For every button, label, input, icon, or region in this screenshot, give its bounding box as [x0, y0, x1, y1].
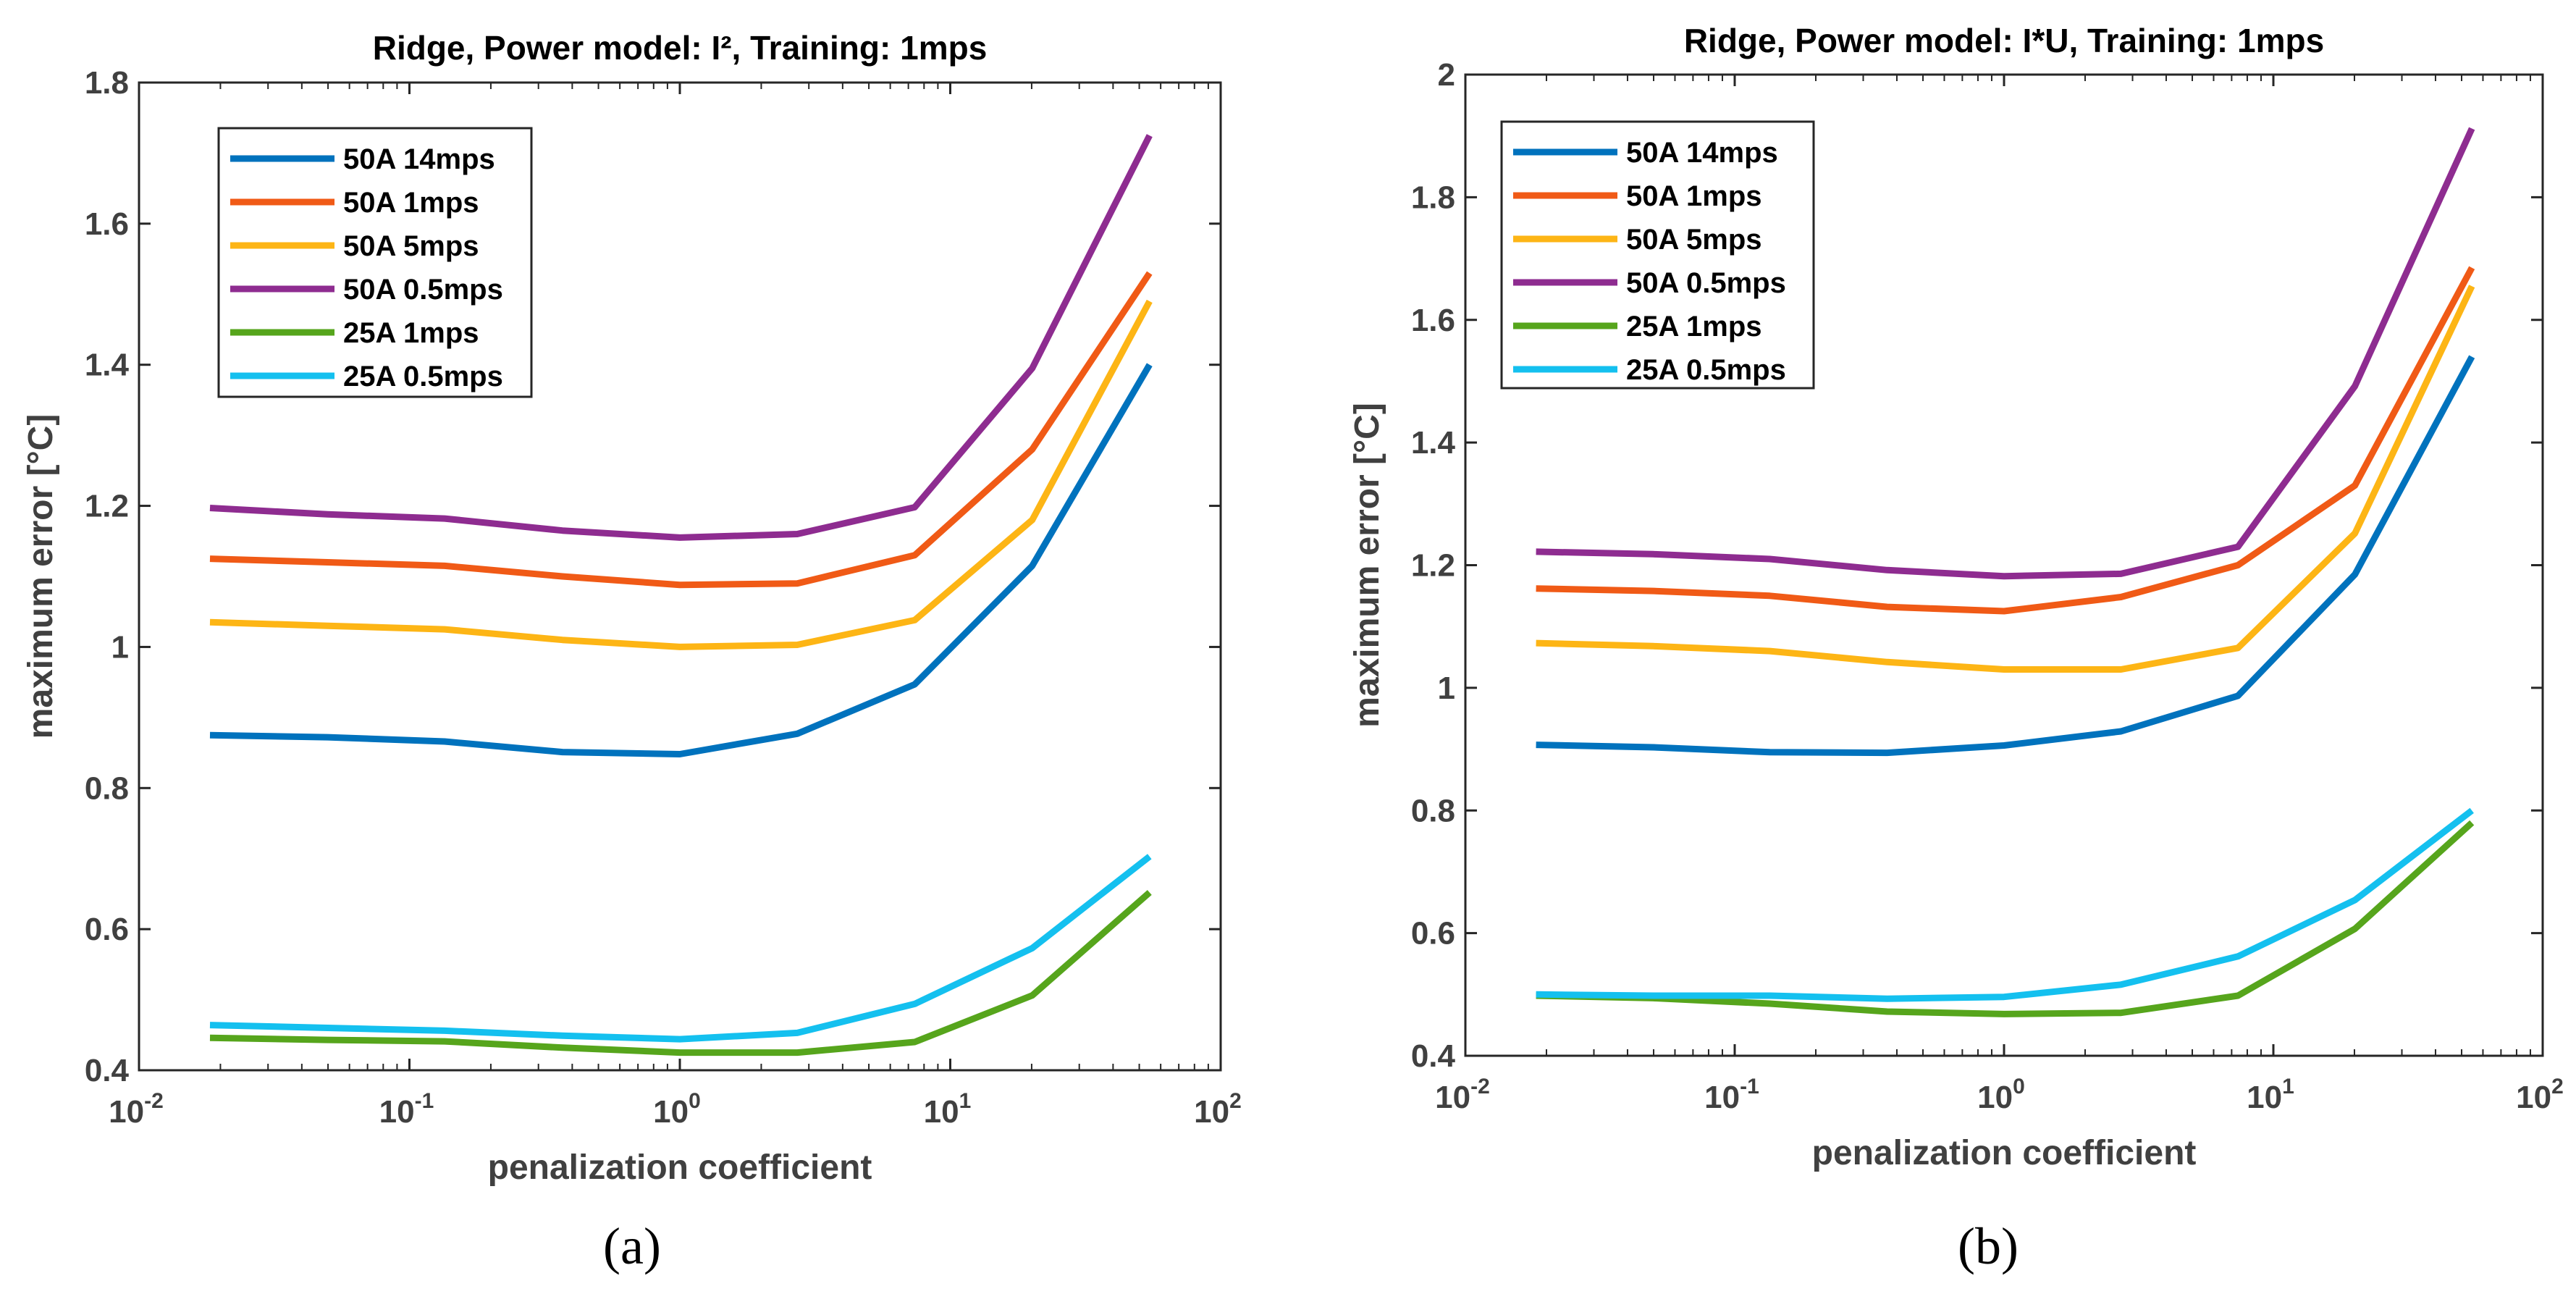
- y-tick-label: 1.2: [1411, 548, 1455, 584]
- series-line-25a-0-5mps: [1536, 807, 2474, 1002]
- legend-label: 25A 0.5mps: [1626, 354, 1786, 386]
- y-tick-label: 0.4: [85, 1053, 130, 1088]
- y-axis-label: maximum error [°C]: [22, 414, 60, 739]
- legend-box: [1500, 120, 1815, 390]
- chart-panel-b: 0.4 0.6 0.8 1 1.2 1.4 1.6 1.8 2 10-2 10-1 100 101 102…: [1348, 22, 2564, 1275]
- y-tick-label: 1.4: [1411, 425, 1456, 461]
- x-tick-label: 10-2: [109, 1089, 164, 1130]
- legend-label: 25A 1mps: [343, 317, 479, 349]
- legend-label: 50A 1mps: [343, 187, 479, 219]
- legend-label: 50A 0.5mps: [1626, 267, 1786, 299]
- legend-label: 50A 5mps: [1626, 224, 1762, 256]
- series-line-25a-1mps: [1536, 820, 2475, 1017]
- series-line-50a-5mps: [1536, 285, 2475, 673]
- series-line-25a-1mps: [209, 890, 1152, 1056]
- y-tick-label: 1.6: [85, 206, 129, 242]
- series-line-50a-14mps: [209, 363, 1153, 757]
- series-line-50a-1mps: [1536, 266, 2475, 615]
- series-line-25a-0-5mps: [209, 854, 1152, 1043]
- legend-label: 50A 0.5mps: [343, 274, 503, 306]
- x-tick-label: 101: [2247, 1075, 2294, 1115]
- y-tick-label: 0.8: [1411, 793, 1455, 828]
- series-line-50a-1mps: [209, 271, 1153, 589]
- legend-label: 50A 14mps: [1626, 137, 1778, 169]
- y-tick-label: 1: [111, 629, 129, 665]
- legend: 50A 14mps 50A 1mps 50A 5mps 50A 0.5mps 25A 1…: [217, 127, 533, 398]
- legend-label: 50A 1mps: [1626, 180, 1762, 212]
- x-tick-label: 100: [653, 1089, 701, 1130]
- legend-label: 25A 1mps: [1626, 311, 1762, 343]
- x-tick-label: 101: [924, 1089, 972, 1130]
- x-tick-label: 102: [2516, 1075, 2564, 1115]
- y-tick-label: 1.8: [1411, 180, 1455, 215]
- y-tick-label: 0.8: [85, 770, 129, 806]
- y-axis-label: maximum error [°C]: [1348, 403, 1386, 728]
- legend: 50A 14mps 50A 1mps 50A 5mps 50A 0.5mps 25A 1…: [1500, 120, 1815, 390]
- chart-title: Ridge, Power model: I*U, Training: 1mps: [1684, 22, 2324, 59]
- y-tick-label: 1.4: [85, 348, 130, 383]
- panel-caption: (b): [1958, 1217, 2019, 1275]
- legend-box: [217, 127, 533, 398]
- x-tick-label: 10-1: [379, 1089, 434, 1130]
- legend-label: 25A 0.5mps: [343, 361, 503, 392]
- panel-caption: (a): [603, 1217, 661, 1275]
- legend-label: 50A 5mps: [343, 230, 479, 262]
- y-tick-label: 1.8: [85, 65, 129, 101]
- y-tick-label: 0.6: [1411, 916, 1455, 951]
- y-tick-label: 0.4: [1411, 1038, 1456, 1074]
- x-tick-label: 102: [1194, 1089, 1242, 1130]
- chart-panel-a: 0.4 0.6 0.8 1 1.2 1.4 1.6 1.8 10-2 10-1 100 101 102 5…: [22, 29, 1242, 1275]
- legend-label: 50A 14mps: [343, 143, 495, 175]
- chart-title: Ridge, Power model: I², Training: 1mps: [373, 29, 988, 67]
- x-tick-label: 10-2: [1435, 1075, 1490, 1115]
- y-tick-label: 1.2: [85, 489, 129, 524]
- x-axis-label: penalization coefficient: [1812, 1134, 2197, 1172]
- y-tick-label: 1.6: [1411, 303, 1455, 338]
- y-tick-label: 0.6: [85, 912, 129, 947]
- series-line-50a-5mps: [209, 299, 1153, 650]
- x-tick-label: 100: [1977, 1075, 2025, 1115]
- y-tick-label: 2: [1438, 57, 1455, 93]
- series-line-50a-0-5mps: [1536, 127, 2475, 580]
- x-axis-label: penalization coefficient: [488, 1148, 872, 1187]
- x-tick-label: 10-1: [1704, 1075, 1759, 1115]
- series-line-50a-0-5mps: [209, 134, 1153, 541]
- y-tick-label: 1: [1438, 671, 1455, 706]
- series-line-50a-14mps: [1536, 355, 2475, 757]
